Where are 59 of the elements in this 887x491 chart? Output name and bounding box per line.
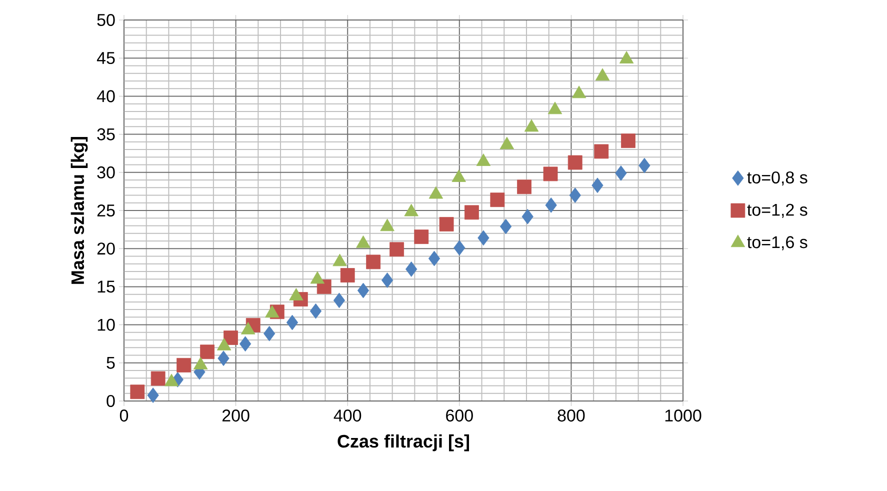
- y-tick-label: 35: [97, 128, 115, 140]
- point: [406, 261, 418, 277]
- x-tick-label: 200: [222, 410, 250, 422]
- point: [286, 314, 298, 330]
- point: [478, 230, 490, 246]
- point: [522, 208, 534, 224]
- y-tick-label: 15: [98, 280, 115, 293]
- x-tick-label: 800: [558, 410, 585, 422]
- y-tick-label: 10: [98, 318, 115, 331]
- y-tick-label: 50: [97, 14, 115, 26]
- point: [239, 336, 252, 352]
- point: [500, 218, 512, 234]
- point: [176, 358, 192, 372]
- point: [366, 254, 381, 270]
- point: [264, 326, 276, 342]
- point: [390, 242, 404, 257]
- legend-label: to=1,2 s: [747, 204, 808, 218]
- y-tick-label: 5: [106, 356, 115, 369]
- x-tick-label: 1000: [665, 410, 702, 422]
- point: [568, 155, 582, 170]
- point: [428, 250, 440, 266]
- point: [224, 330, 238, 345]
- point: [439, 217, 454, 232]
- point: [592, 178, 604, 194]
- point: [218, 350, 230, 366]
- point: [545, 197, 557, 213]
- y-tick-label: 30: [97, 166, 115, 178]
- y-axis-title: Masa szlamu [kg]: [70, 137, 88, 284]
- point: [517, 180, 532, 194]
- point: [150, 371, 166, 386]
- x-axis-title: Czas filtracji [s]: [338, 434, 469, 452]
- point: [381, 272, 394, 288]
- y-tick-label: 40: [96, 90, 115, 102]
- x-tick-label: 400: [334, 410, 362, 422]
- point: [333, 292, 346, 308]
- point: [638, 158, 650, 174]
- point: [490, 192, 505, 208]
- point: [543, 166, 558, 182]
- point: [464, 205, 479, 220]
- point: [454, 240, 466, 256]
- point: [357, 282, 370, 298]
- point: [130, 384, 145, 400]
- y-tick-label: 0: [106, 394, 115, 408]
- y-tick-label: 20: [97, 242, 115, 255]
- x-tick-label: 0: [120, 410, 128, 422]
- y-tick-label: 25: [97, 204, 115, 217]
- legend-label: to=0,8 s: [747, 171, 808, 186]
- point: [147, 388, 159, 403]
- x-tick-label: 600: [446, 410, 473, 422]
- point: [569, 188, 581, 203]
- point: [621, 134, 636, 148]
- point: [594, 144, 609, 159]
- point: [200, 344, 214, 360]
- point: [615, 165, 627, 181]
- point: [414, 230, 429, 244]
- point: [340, 268, 355, 282]
- legend-label: to=1,6 s: [747, 236, 808, 250]
- y-tick-label: 45: [96, 52, 115, 64]
- point: [310, 303, 322, 319]
